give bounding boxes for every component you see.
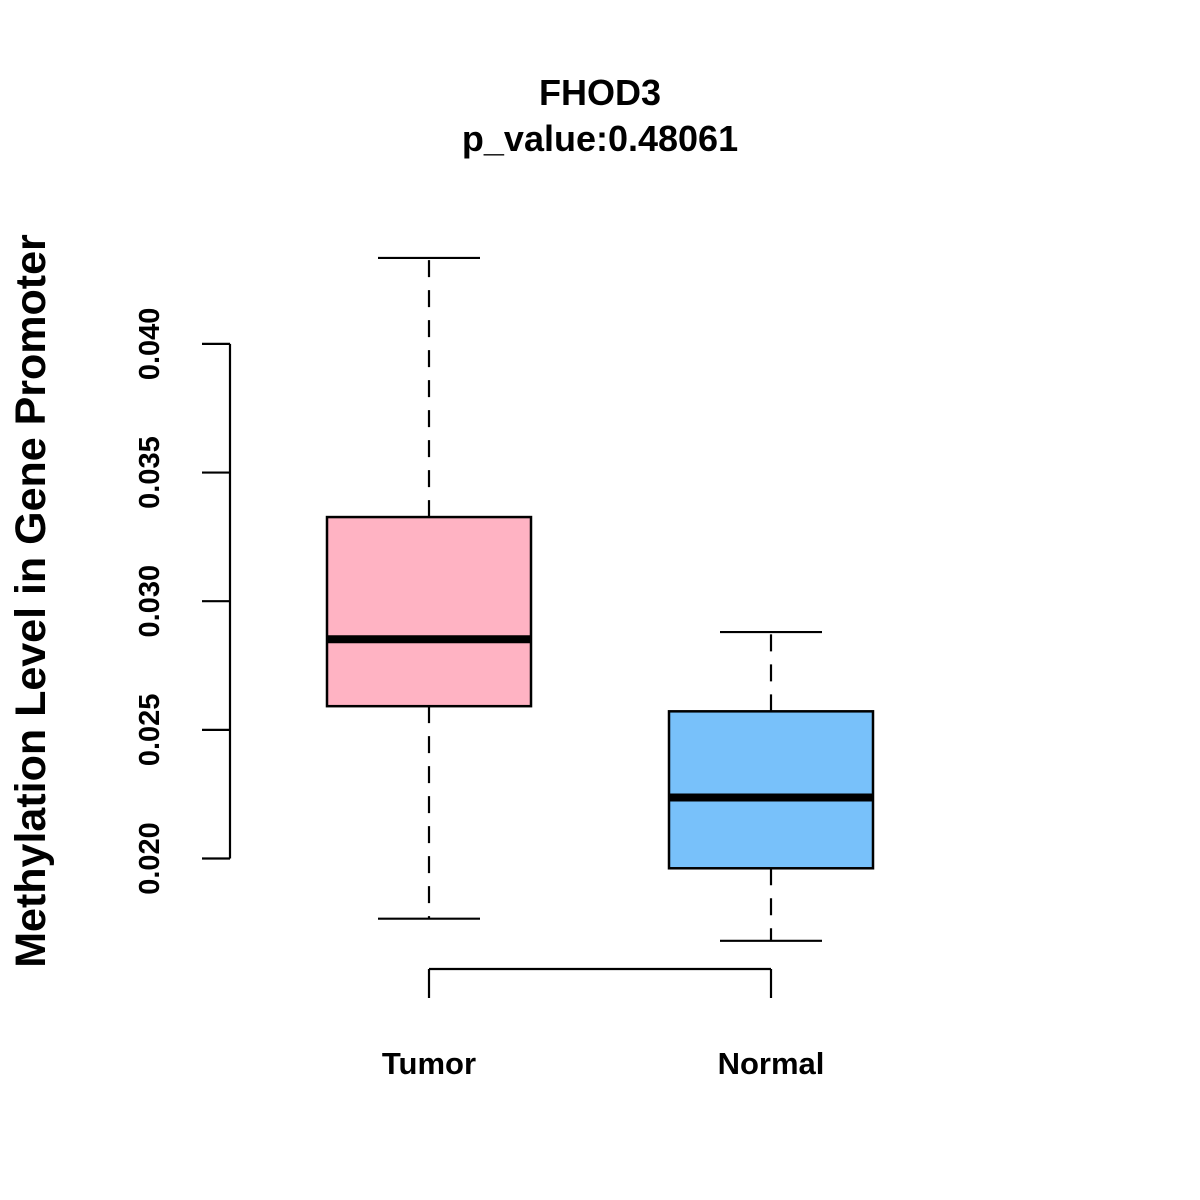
normal-x-label: Normal bbox=[718, 1046, 825, 1081]
tumor-box-group bbox=[325, 256, 533, 920]
y-tick-label-3: 0.035 bbox=[134, 436, 166, 509]
y-tick-label-4: 0.040 bbox=[134, 308, 166, 381]
tumor-iqr-box bbox=[325, 515, 533, 708]
y-axis: 0.020 0.025 0.030 0.035 0.040 bbox=[134, 308, 232, 895]
tumor-x-label: Tumor bbox=[382, 1046, 476, 1081]
normal-box-group bbox=[667, 630, 875, 942]
chart-title: FHOD3 bbox=[539, 72, 661, 113]
x-axis: Tumor Normal bbox=[382, 967, 825, 1081]
y-tick-label-1: 0.025 bbox=[134, 694, 166, 767]
chart-subtitle: p_value:0.48061 bbox=[462, 118, 738, 159]
normal-iqr-box bbox=[667, 710, 875, 870]
boxes-group bbox=[325, 256, 875, 942]
y-tick-label-2: 0.030 bbox=[134, 565, 166, 638]
y-tick-label-0: 0.020 bbox=[134, 822, 166, 895]
y-axis-label: Methylation Level in Gene Promoter bbox=[7, 234, 55, 968]
